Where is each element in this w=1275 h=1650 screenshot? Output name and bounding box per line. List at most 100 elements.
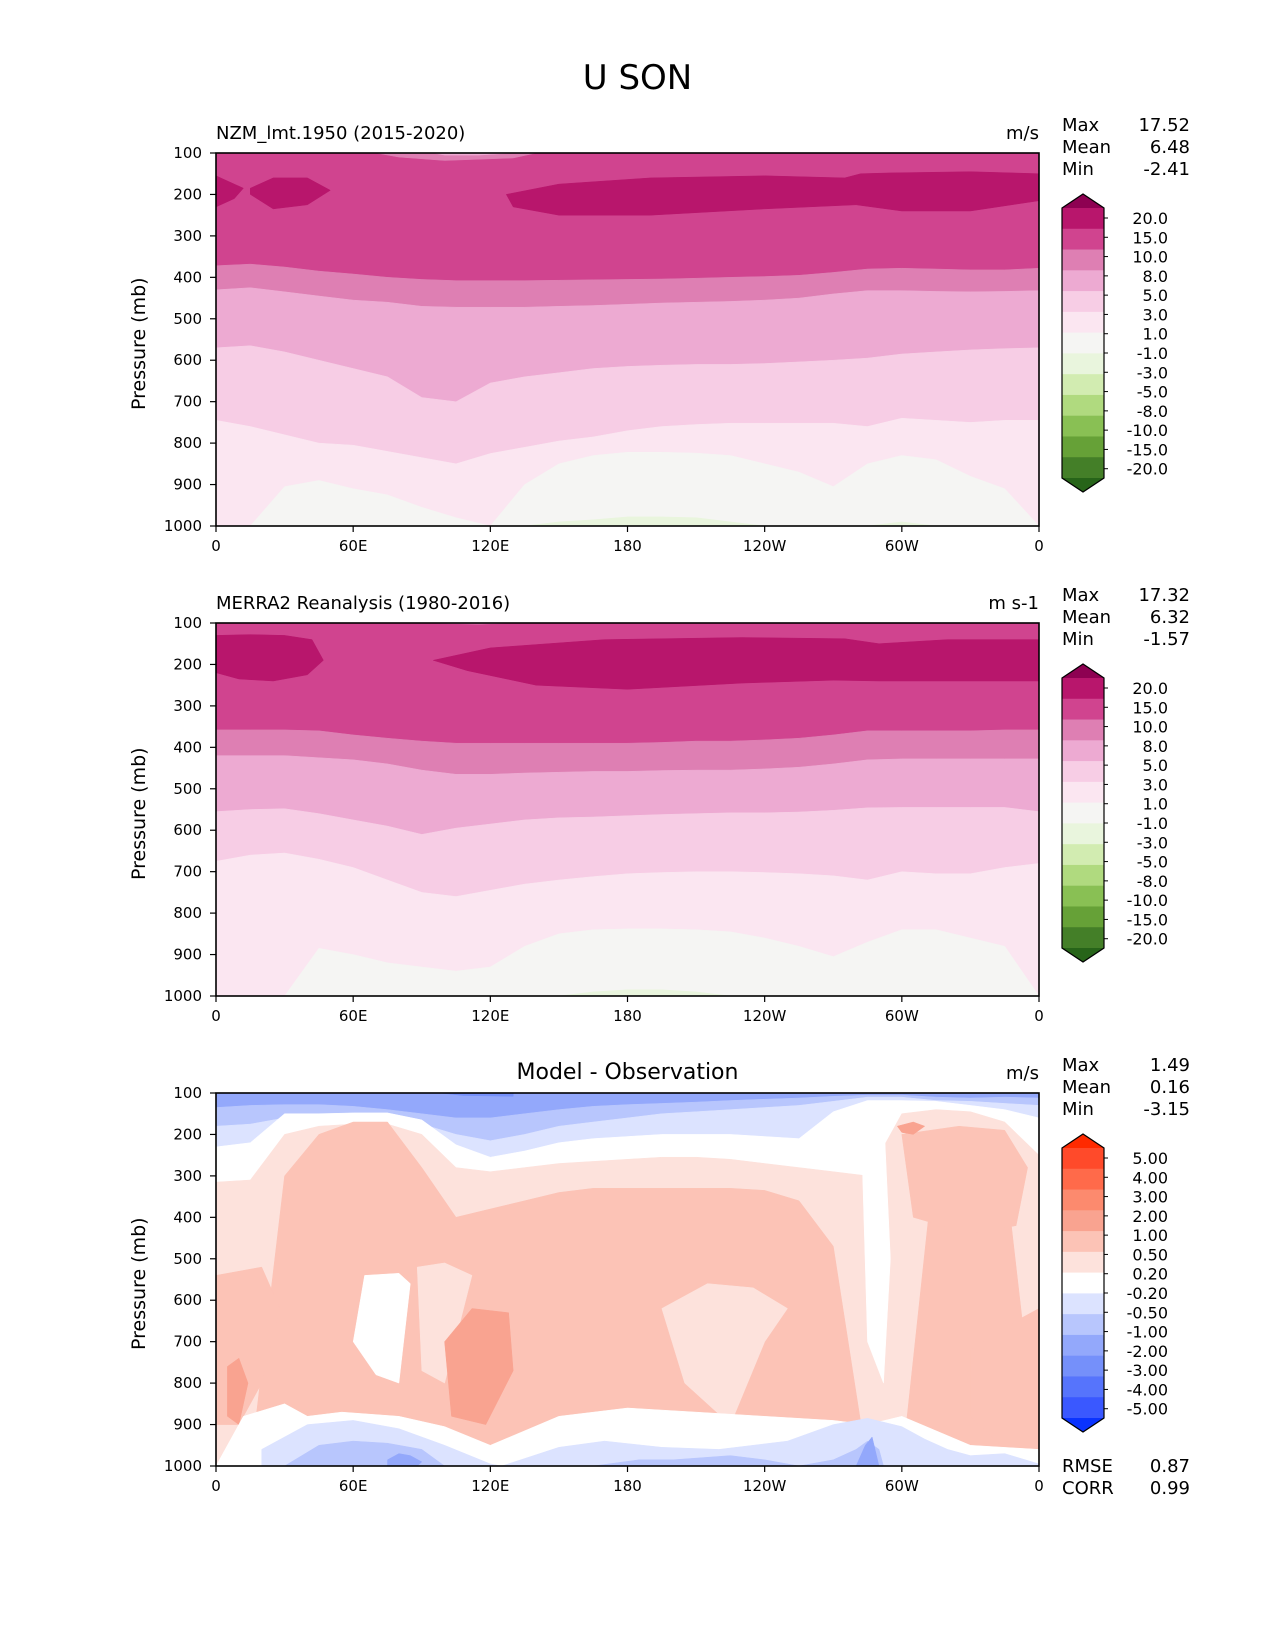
colorbar-segment xyxy=(1062,844,1104,866)
contour-region-6 xyxy=(901,1125,1028,1235)
colorbar-extend-max xyxy=(1062,1134,1104,1148)
contour-region-1 xyxy=(250,177,331,210)
y-tick-label: 500 xyxy=(173,310,202,328)
stat-value: -2.41 xyxy=(1143,159,1190,180)
contour-region-0 xyxy=(216,175,244,208)
contour-field xyxy=(216,1093,1039,1466)
stat-label: Max xyxy=(1062,115,1100,136)
colorbar-label: 1.00 xyxy=(1132,1226,1168,1245)
y-tick-label: 200 xyxy=(173,185,202,203)
contour-band-5 xyxy=(216,928,1039,996)
colorbar-segment xyxy=(1062,249,1104,271)
stat-value: 17.32 xyxy=(1138,585,1190,606)
units-label: m s-1 xyxy=(988,593,1039,614)
y-tick-label: 400 xyxy=(173,268,202,286)
contour-band-2 xyxy=(216,755,1039,996)
colorbar-segment xyxy=(1062,927,1104,949)
x-tick-label: 60E xyxy=(339,537,368,555)
stat-row-min: Min -1.57 xyxy=(1062,629,1190,651)
y-tick-label: 1000 xyxy=(164,1457,202,1475)
y-tick-label: 900 xyxy=(173,946,202,964)
x-tick-label: 180 xyxy=(613,1007,642,1025)
contour-region-5 xyxy=(970,1308,1039,1458)
y-tick-label: 800 xyxy=(173,904,202,922)
colorbar-label: -15.0 xyxy=(1127,910,1168,929)
colorbar-segment xyxy=(1062,761,1104,783)
y-tick-label: 100 xyxy=(173,1084,202,1102)
stat-row-mean: Mean 6.32 xyxy=(1062,607,1190,629)
x-tick-label: 0 xyxy=(1034,1007,1044,1025)
stat-row-min: Min -3.15 xyxy=(1062,1099,1190,1121)
colorbar-segment xyxy=(1062,781,1104,804)
colorbar-label: -3.00 xyxy=(1127,1361,1168,1380)
colorbar-label: 0.20 xyxy=(1132,1265,1168,1284)
contour-band-0 xyxy=(216,623,1039,996)
contour-band-0 xyxy=(216,153,1039,526)
y-tick-label: 800 xyxy=(173,434,202,452)
contour-band-2 xyxy=(216,1096,1039,1466)
colorbar-label: 15.0 xyxy=(1132,228,1168,247)
y-tick-label: 400 xyxy=(173,1208,202,1226)
stat-label: Mean xyxy=(1062,1077,1112,1098)
stat-value: 6.32 xyxy=(1149,607,1190,628)
contour-region-0 xyxy=(216,1266,281,1425)
stat-value: 17.52 xyxy=(1138,115,1190,136)
stat-value: -3.15 xyxy=(1143,1099,1190,1120)
colorbar-segment xyxy=(1062,1210,1104,1232)
colorbar-segment xyxy=(1062,698,1104,721)
colorbar-segment xyxy=(1062,436,1104,458)
panel-title: NZM_lmt.1950 (2015-2020) xyxy=(216,123,466,144)
x-tick-label: 0 xyxy=(211,1477,221,1495)
x-tick-label: 120W xyxy=(743,1477,787,1495)
y-tick-label: 800 xyxy=(173,1374,202,1392)
contour-region-8 xyxy=(227,1357,249,1425)
contour-region-15 xyxy=(439,1093,514,1097)
colorbar-label: -3.0 xyxy=(1137,363,1168,382)
contour-band-6 xyxy=(216,516,1039,526)
colorbar-segment xyxy=(1062,1397,1104,1419)
contour-region-12 xyxy=(284,1440,884,1466)
y-tick-label: 200 xyxy=(173,1125,202,1143)
colorbar-label: 5.0 xyxy=(1143,756,1168,775)
colorbar-label: -15.0 xyxy=(1127,440,1168,459)
x-tick-label: 120W xyxy=(743,1007,787,1025)
contour-region-1 xyxy=(432,637,1039,690)
colorbar-segment xyxy=(1062,1231,1104,1253)
x-tick-label: 0 xyxy=(1034,1477,1044,1495)
x-tick-label: 60W xyxy=(885,537,919,555)
colorbar-label: 5.0 xyxy=(1143,286,1168,305)
colorbar-label: -0.50 xyxy=(1127,1303,1168,1322)
colorbar-extend-max xyxy=(1062,194,1104,208)
y-axis-label: Pressure (mb) xyxy=(128,276,150,410)
stat-value: 0.16 xyxy=(1149,1077,1190,1098)
stat-label: Min xyxy=(1062,1099,1094,1120)
contour-region-14 xyxy=(855,1436,880,1466)
colorbar-segment xyxy=(1062,1189,1104,1211)
colorbar-segment xyxy=(1062,864,1104,887)
colorbar-label: 3.00 xyxy=(1132,1188,1168,1207)
colorbar-segment xyxy=(1062,802,1104,824)
stat-label: Min xyxy=(1062,159,1094,180)
x-tick-label: 180 xyxy=(613,1477,642,1495)
stat-row-mean: Mean 6.48 xyxy=(1062,137,1190,159)
colorbar-segment xyxy=(1062,394,1104,417)
colorbar-segment xyxy=(1062,457,1104,479)
contour-band-4 xyxy=(216,1109,1039,1466)
colorbar-label: 8.0 xyxy=(1143,267,1168,286)
contour-region-0 xyxy=(216,634,324,682)
stat-row-min: Min -2.41 xyxy=(1062,159,1190,181)
colorbar-label: -1.0 xyxy=(1137,814,1168,833)
y-tick-label: 300 xyxy=(173,1167,202,1185)
y-tick-label: 200 xyxy=(173,655,202,673)
colorbar-label: 8.0 xyxy=(1143,737,1168,756)
colorbar-segment xyxy=(1062,415,1104,437)
colorbar-label: -3.0 xyxy=(1137,833,1168,852)
x-tick-label: 120E xyxy=(471,537,509,555)
y-tick-label: 100 xyxy=(173,144,202,162)
contour-region-3 xyxy=(352,1273,411,1384)
y-tick-label: 300 xyxy=(173,227,202,245)
y-axis-label: Pressure (mb) xyxy=(128,746,150,880)
contour-band-6 xyxy=(216,989,1039,996)
stat-label: Mean xyxy=(1062,607,1112,628)
